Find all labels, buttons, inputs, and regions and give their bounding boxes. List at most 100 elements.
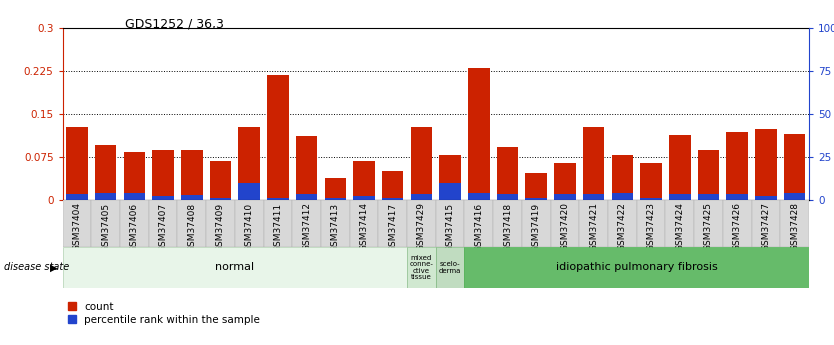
Bar xyxy=(123,193,145,200)
Text: GSM37416: GSM37416 xyxy=(475,203,484,252)
Text: GSM37427: GSM37427 xyxy=(761,203,771,252)
Bar xyxy=(354,161,374,200)
Bar xyxy=(755,129,776,200)
Bar xyxy=(641,198,662,200)
Bar xyxy=(440,183,461,200)
Text: GSM37408: GSM37408 xyxy=(188,203,196,252)
Bar xyxy=(354,196,374,200)
Bar xyxy=(583,194,605,200)
Text: GSM37421: GSM37421 xyxy=(589,203,598,252)
Bar xyxy=(580,200,608,247)
Text: GSM37423: GSM37423 xyxy=(646,203,656,252)
Bar xyxy=(407,247,435,288)
Bar xyxy=(723,200,751,247)
Bar xyxy=(694,200,723,247)
Text: GSM37428: GSM37428 xyxy=(790,203,799,252)
Bar xyxy=(153,149,173,200)
Bar xyxy=(784,193,806,200)
Bar xyxy=(726,132,748,200)
Text: idiopathic pulmonary fibrosis: idiopathic pulmonary fibrosis xyxy=(555,263,717,272)
Bar xyxy=(63,200,91,247)
Text: GSM37406: GSM37406 xyxy=(130,203,138,252)
Bar xyxy=(264,200,292,247)
Legend: count, percentile rank within the sample: count, percentile rank within the sample xyxy=(68,302,260,325)
Bar xyxy=(410,127,432,200)
Text: GSM37426: GSM37426 xyxy=(733,203,741,252)
Bar xyxy=(239,127,260,200)
Bar xyxy=(669,194,691,200)
Text: GSM37410: GSM37410 xyxy=(244,203,254,252)
Bar xyxy=(497,194,518,200)
Bar xyxy=(209,198,231,200)
Bar xyxy=(66,127,88,200)
Text: GSM37412: GSM37412 xyxy=(302,203,311,252)
Bar xyxy=(66,194,88,200)
Bar xyxy=(123,152,145,200)
Bar xyxy=(410,194,432,200)
Text: GSM37409: GSM37409 xyxy=(216,203,225,252)
Bar xyxy=(178,200,206,247)
Bar xyxy=(550,200,580,247)
Bar xyxy=(181,195,203,200)
Text: ▶: ▶ xyxy=(50,263,58,272)
Bar xyxy=(440,155,461,200)
Text: GSM37425: GSM37425 xyxy=(704,203,713,252)
Bar xyxy=(321,200,349,247)
Bar xyxy=(349,200,379,247)
Bar xyxy=(522,200,550,247)
Bar xyxy=(206,200,235,247)
Bar xyxy=(525,198,547,200)
Bar xyxy=(120,200,148,247)
Bar xyxy=(239,183,260,200)
Text: GSM37418: GSM37418 xyxy=(503,203,512,252)
Bar xyxy=(641,163,662,200)
Bar xyxy=(554,163,575,200)
Bar xyxy=(292,200,321,247)
Bar xyxy=(497,147,518,200)
Bar xyxy=(666,200,694,247)
Bar xyxy=(525,172,547,200)
Bar xyxy=(407,200,435,247)
Bar xyxy=(583,127,605,200)
Bar xyxy=(267,75,289,200)
Text: GDS1252 / 36,3: GDS1252 / 36,3 xyxy=(125,17,224,30)
Bar xyxy=(493,200,522,247)
Text: GSM37404: GSM37404 xyxy=(73,203,82,252)
Bar xyxy=(784,134,806,200)
Bar xyxy=(468,193,490,200)
Bar xyxy=(267,198,289,200)
Text: GSM37414: GSM37414 xyxy=(359,203,369,252)
Bar xyxy=(379,200,407,247)
Bar xyxy=(726,194,748,200)
Bar xyxy=(465,247,809,288)
Bar xyxy=(465,200,493,247)
Bar xyxy=(698,194,719,200)
Bar xyxy=(324,178,346,200)
Text: GSM37411: GSM37411 xyxy=(274,203,283,252)
Bar xyxy=(608,200,636,247)
Bar xyxy=(611,193,633,200)
Bar xyxy=(554,194,575,200)
Bar xyxy=(698,149,719,200)
Bar xyxy=(324,198,346,200)
Bar xyxy=(382,198,404,200)
Text: GSM37419: GSM37419 xyxy=(532,203,540,252)
Bar xyxy=(63,247,407,288)
Bar xyxy=(435,200,465,247)
Bar xyxy=(382,171,404,200)
Bar xyxy=(296,136,318,200)
Bar xyxy=(296,194,318,200)
Text: mixed
conne-
ctive
tissue: mixed conne- ctive tissue xyxy=(409,255,434,280)
Text: disease state: disease state xyxy=(4,263,69,272)
Text: GSM37424: GSM37424 xyxy=(676,203,684,251)
Bar xyxy=(636,200,666,247)
Text: GSM37417: GSM37417 xyxy=(388,203,397,252)
Bar xyxy=(755,196,776,200)
Bar xyxy=(781,200,809,247)
Bar xyxy=(209,161,231,200)
Text: scelo-
derma: scelo- derma xyxy=(439,261,461,274)
Bar xyxy=(435,247,465,288)
Text: GSM37415: GSM37415 xyxy=(445,203,455,252)
Bar xyxy=(751,200,781,247)
Text: GSM37413: GSM37413 xyxy=(331,203,339,252)
